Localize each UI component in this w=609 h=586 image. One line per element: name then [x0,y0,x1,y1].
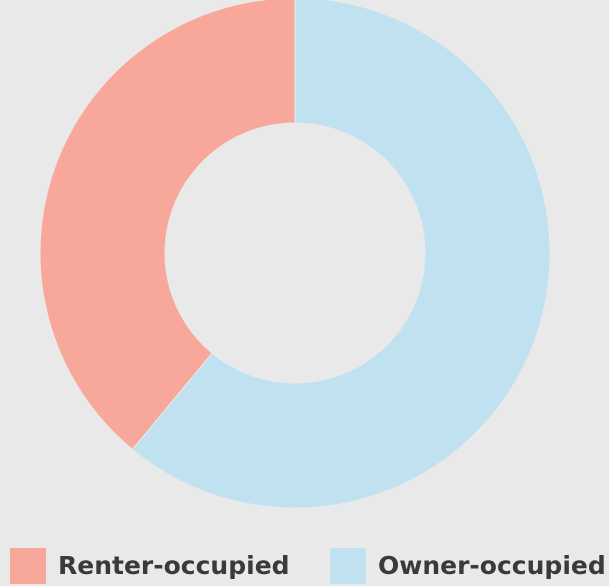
legend-label: Renter-occupied [58,551,290,580]
legend-label: Owner-occupied [378,551,606,580]
donut-segment [39,0,296,451]
legend-swatch [10,548,46,584]
donut-segment [131,0,551,509]
legend-swatch [330,548,366,584]
